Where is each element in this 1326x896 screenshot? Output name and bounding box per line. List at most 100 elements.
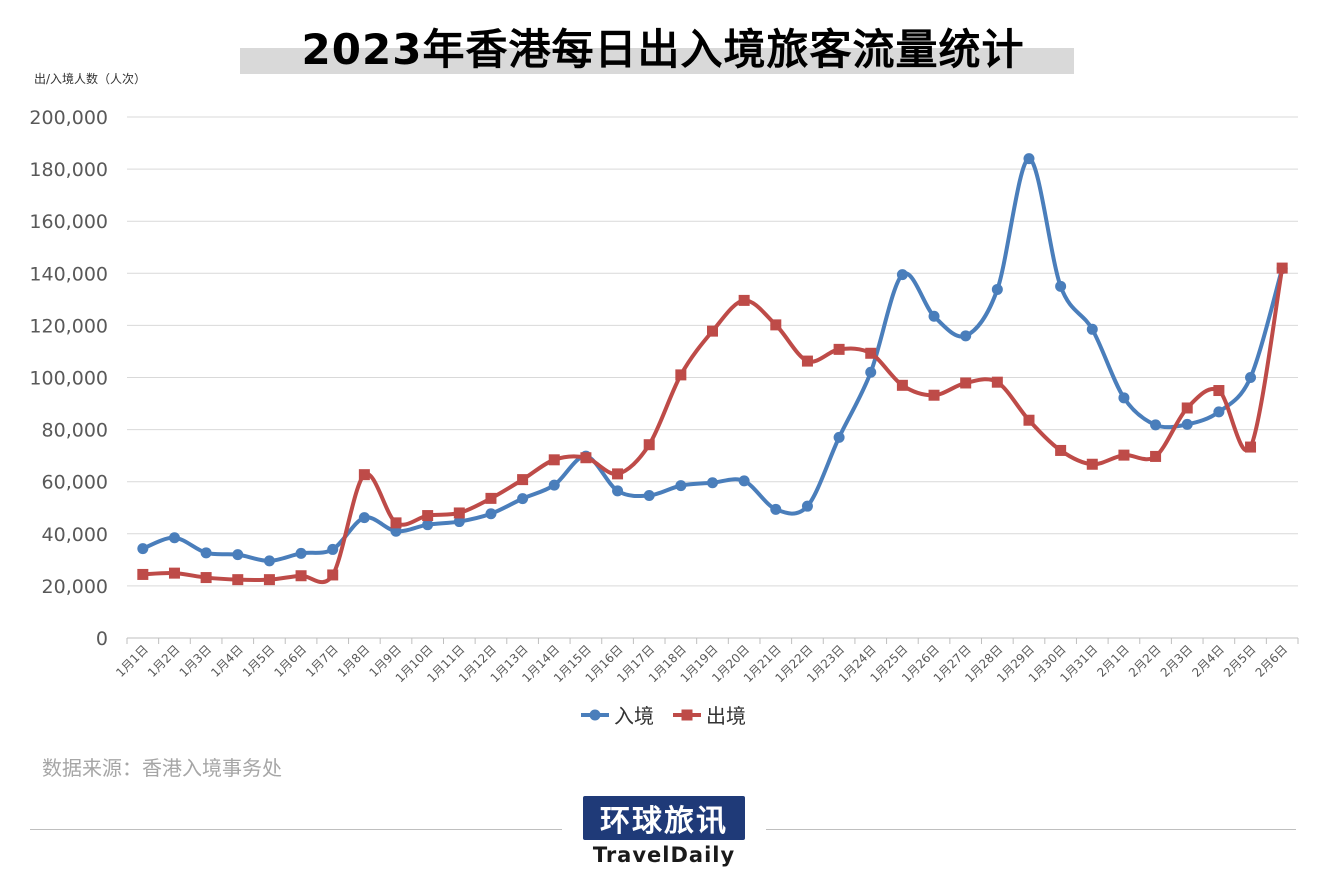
x-tick-label: 1月7日 bbox=[303, 642, 341, 680]
exit-point bbox=[1181, 402, 1193, 414]
x-tick-label: 1月1日 bbox=[113, 642, 151, 680]
entry-point bbox=[801, 500, 813, 512]
y-tick-label: 120,000 bbox=[29, 315, 108, 337]
exit-point bbox=[896, 379, 908, 391]
x-tick-label: 1月5日 bbox=[240, 642, 278, 680]
exit-point bbox=[295, 570, 307, 582]
entry-point bbox=[453, 516, 465, 528]
y-tick-label: 0 bbox=[96, 628, 108, 650]
x-tick-label: 1月6日 bbox=[272, 642, 310, 680]
legend-entry-swatch bbox=[581, 709, 609, 720]
x-tick-label: 2月4日 bbox=[1189, 642, 1227, 680]
entry-point bbox=[548, 479, 560, 491]
entry-point bbox=[928, 310, 940, 322]
brand-logo-en: TravelDaily bbox=[592, 843, 736, 867]
entry-point bbox=[707, 477, 718, 489]
entry-point bbox=[738, 475, 750, 487]
entry-point bbox=[675, 480, 687, 492]
entry-point bbox=[232, 549, 244, 561]
exit-point bbox=[675, 369, 687, 381]
y-tick-label: 40,000 bbox=[42, 524, 108, 546]
exit-point bbox=[1055, 444, 1067, 456]
entry-point bbox=[1245, 372, 1257, 383]
y-tick-label: 200,000 bbox=[29, 107, 108, 129]
series-line-exit bbox=[142, 267, 1285, 585]
legend: 入境 出境 bbox=[0, 700, 1326, 729]
x-tick-label: 1月2日 bbox=[145, 642, 183, 680]
exit-point bbox=[612, 468, 624, 480]
exit-point bbox=[928, 389, 940, 401]
line-chart: 0 20,000 40,000 60,000 80,000 100,000 120,000 1… bbox=[29, 107, 1299, 685]
entry-point bbox=[390, 525, 402, 537]
title-highlight-band bbox=[240, 48, 1074, 74]
entry-point bbox=[643, 490, 655, 502]
y-tick-label: 160,000 bbox=[29, 211, 108, 233]
exit-point bbox=[960, 377, 972, 389]
entry-point bbox=[517, 493, 529, 505]
exit-point bbox=[580, 452, 592, 464]
exit-point bbox=[453, 507, 465, 519]
entry-point bbox=[295, 547, 307, 559]
entry-point bbox=[833, 431, 845, 443]
entry-point bbox=[1023, 153, 1035, 165]
entry-point bbox=[263, 555, 275, 567]
exit-point bbox=[168, 567, 180, 579]
legend-item-entry: 入境 bbox=[580, 700, 654, 729]
exit-point bbox=[548, 454, 560, 466]
exit-point bbox=[833, 343, 845, 355]
legend-entry-label: 入境 bbox=[614, 704, 654, 728]
exit-point bbox=[422, 510, 434, 522]
y-tick-label: 140,000 bbox=[29, 263, 108, 285]
entry-point bbox=[358, 512, 370, 524]
x-tick-label: 2月2日 bbox=[1126, 642, 1164, 680]
exit-point bbox=[200, 572, 212, 584]
exit-point bbox=[1086, 458, 1098, 470]
exit-point bbox=[1023, 414, 1035, 426]
entry-point bbox=[1213, 406, 1225, 418]
y-axis-label: 出/入境人数（人次） bbox=[34, 72, 147, 86]
footer-divider-left bbox=[30, 829, 562, 830]
exit-point bbox=[991, 376, 1003, 388]
x-tick-label: 2月1日 bbox=[1094, 642, 1132, 680]
exit-point bbox=[1276, 262, 1288, 274]
chart-title: 2023年香港每日出入境旅客流量统计 bbox=[301, 25, 1025, 74]
exit-point bbox=[390, 517, 402, 529]
y-tick-label: 20,000 bbox=[42, 576, 108, 598]
entry-point bbox=[1086, 323, 1098, 335]
exit-point bbox=[327, 569, 339, 581]
footer-divider-right bbox=[766, 829, 1296, 830]
legend-item-exit: 出境 bbox=[672, 700, 746, 729]
entry-point bbox=[612, 485, 624, 497]
x-tick-label: 2月3日 bbox=[1158, 642, 1196, 680]
legend-exit-swatch bbox=[673, 709, 701, 720]
entry-point bbox=[1150, 419, 1162, 431]
y-tick-label: 60,000 bbox=[42, 472, 108, 494]
entry-point bbox=[991, 283, 1003, 295]
x-tick-label: 2月5日 bbox=[1221, 642, 1259, 680]
entry-point bbox=[1055, 280, 1067, 292]
entry-point bbox=[770, 503, 782, 515]
x-tick-labels: 1月1日1月2日1月3日1月4日1月5日1月6日1月7日1月8日1月9日1月10… bbox=[113, 638, 1299, 685]
exit-point bbox=[801, 355, 813, 367]
entry-point bbox=[200, 547, 212, 559]
exit-point bbox=[263, 574, 275, 586]
legend-exit-label: 出境 bbox=[706, 704, 746, 728]
x-tick-label: 1月8日 bbox=[335, 642, 373, 680]
entry-point bbox=[327, 543, 339, 555]
exit-point bbox=[1245, 441, 1257, 453]
series-layer bbox=[137, 153, 1288, 586]
brand-logo: 环球旅讯 bbox=[583, 796, 745, 840]
entry-point bbox=[1181, 418, 1193, 430]
exit-point bbox=[865, 347, 877, 359]
exit-point bbox=[738, 294, 750, 306]
exit-point bbox=[707, 325, 718, 337]
exit-point bbox=[232, 574, 244, 586]
y-tick-labels: 0 20,000 40,000 60,000 80,000 100,000 120,000 1… bbox=[29, 107, 108, 650]
exit-point bbox=[1213, 385, 1225, 397]
x-tick-label: 2月6日 bbox=[1253, 642, 1291, 680]
exit-point bbox=[1150, 450, 1162, 462]
exit-point bbox=[770, 319, 782, 331]
entry-point bbox=[896, 269, 908, 281]
y-tick-label: 80,000 bbox=[42, 420, 108, 442]
entry-point bbox=[168, 532, 180, 544]
